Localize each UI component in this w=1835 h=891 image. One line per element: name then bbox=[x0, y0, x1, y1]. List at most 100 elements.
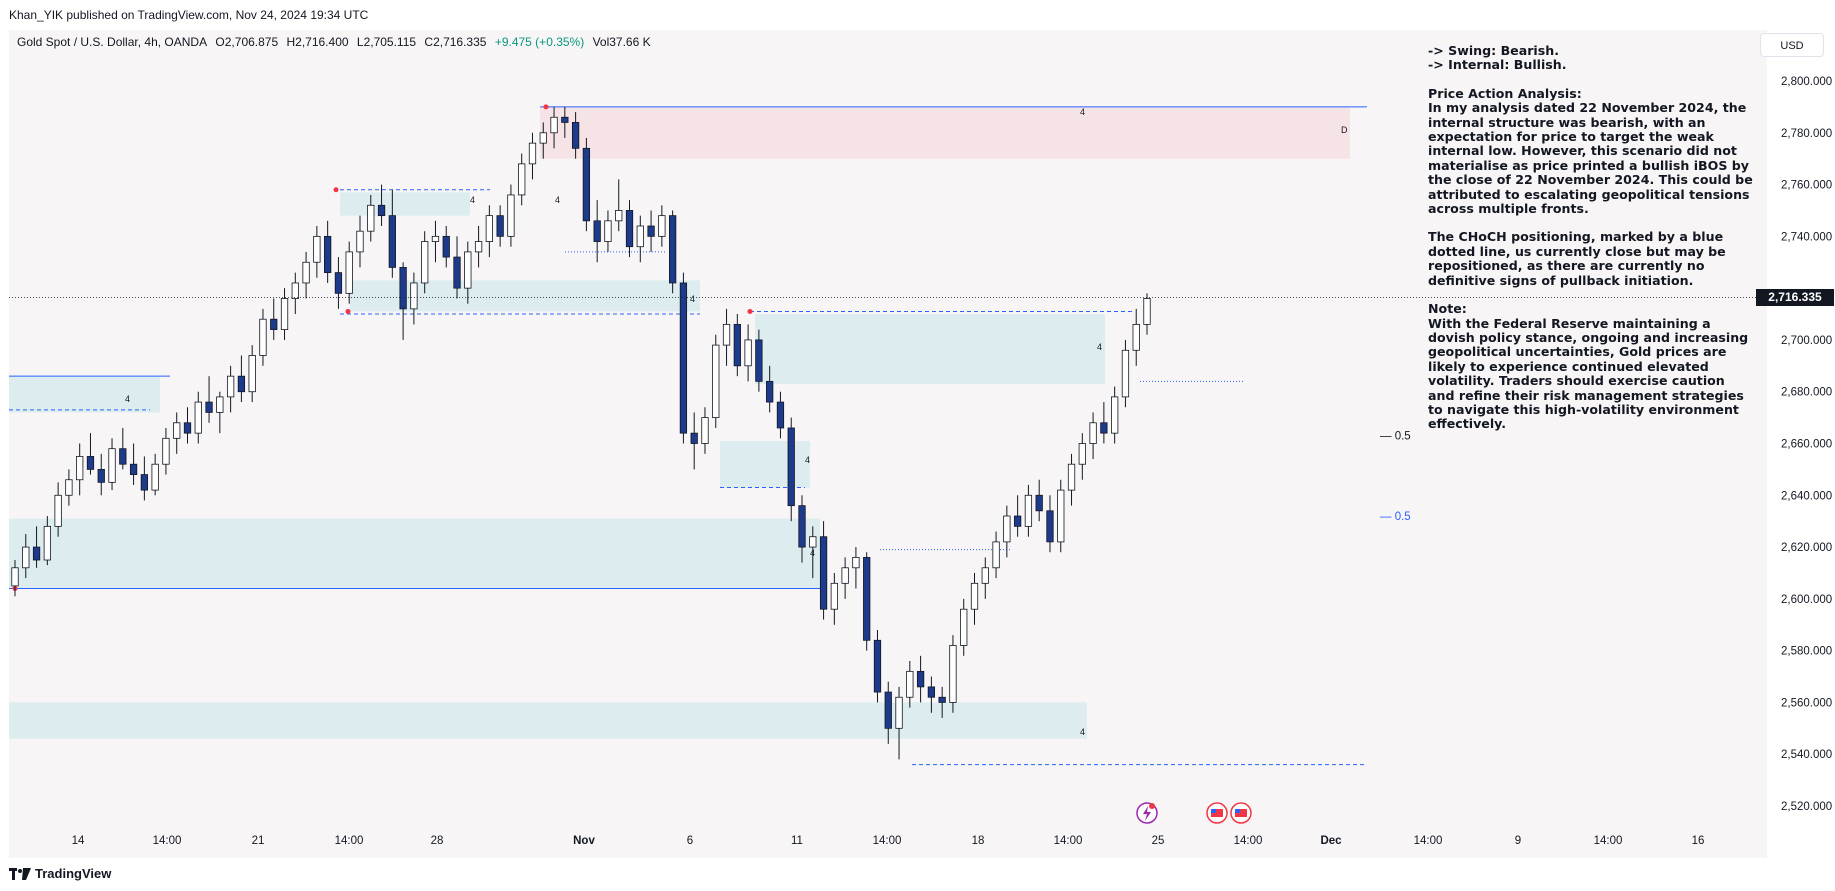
candle-body[interactable] bbox=[76, 456, 84, 481]
candle-body[interactable] bbox=[561, 116, 569, 123]
candle-body[interactable] bbox=[1057, 489, 1065, 543]
candle-body[interactable] bbox=[259, 318, 267, 356]
candle-body[interactable] bbox=[593, 220, 601, 242]
price-axis[interactable] bbox=[1767, 30, 1835, 858]
candle-body[interactable] bbox=[183, 422, 192, 434]
currency-button[interactable]: USD bbox=[1760, 33, 1824, 57]
candle-body[interactable] bbox=[776, 401, 785, 429]
candle-body[interactable] bbox=[809, 536, 817, 548]
candle-body[interactable] bbox=[399, 267, 407, 310]
candle-body[interactable] bbox=[1111, 396, 1119, 434]
candle-body[interactable] bbox=[129, 463, 138, 475]
candle-body[interactable] bbox=[1013, 515, 1022, 527]
candle-body[interactable] bbox=[367, 204, 375, 232]
candle-body[interactable] bbox=[1024, 494, 1033, 527]
candle-body[interactable] bbox=[11, 567, 19, 587]
candle-body[interactable] bbox=[841, 567, 849, 584]
candle-body[interactable] bbox=[410, 282, 418, 310]
candle-body[interactable] bbox=[216, 396, 224, 413]
candle-body[interactable] bbox=[1067, 463, 1076, 491]
candle-body[interactable] bbox=[345, 251, 353, 294]
candle-body[interactable] bbox=[65, 479, 73, 496]
candle-body[interactable] bbox=[442, 235, 450, 258]
candle-body[interactable] bbox=[1143, 298, 1151, 325]
candle-body[interactable] bbox=[830, 582, 838, 610]
candle-body[interactable] bbox=[1003, 515, 1011, 543]
candle-body[interactable] bbox=[302, 261, 310, 284]
candle-body[interactable] bbox=[496, 215, 504, 237]
candle-body[interactable] bbox=[431, 235, 440, 242]
candle-body[interactable] bbox=[863, 557, 871, 641]
candle-body[interactable] bbox=[324, 235, 332, 274]
candle-body[interactable] bbox=[884, 691, 892, 729]
candle-body[interactable] bbox=[1046, 510, 1054, 543]
candle-body[interactable] bbox=[356, 230, 364, 253]
candle-body[interactable] bbox=[1132, 323, 1140, 351]
candle-body[interactable] bbox=[194, 401, 202, 434]
candle-body[interactable] bbox=[464, 251, 472, 289]
candle-body[interactable] bbox=[647, 225, 655, 237]
tradingview-footer[interactable]: TradingView bbox=[9, 864, 111, 884]
candle-body[interactable] bbox=[755, 339, 763, 382]
candle-body[interactable] bbox=[582, 147, 591, 222]
candle-body[interactable] bbox=[226, 375, 235, 398]
candle-body[interactable] bbox=[485, 215, 493, 242]
candle-body[interactable] bbox=[712, 344, 720, 419]
candle-body[interactable] bbox=[938, 696, 946, 703]
candle-body[interactable] bbox=[507, 194, 515, 237]
candle-body[interactable] bbox=[162, 437, 170, 465]
candle-body[interactable] bbox=[43, 525, 51, 561]
candle-body[interactable] bbox=[992, 541, 1000, 569]
candle-body[interactable] bbox=[248, 355, 256, 393]
candle-body[interactable] bbox=[970, 582, 979, 610]
candle-body[interactable] bbox=[1100, 422, 1108, 434]
candle-body[interactable] bbox=[280, 298, 289, 330]
candle-body[interactable] bbox=[97, 468, 105, 483]
candle-body[interactable] bbox=[722, 323, 731, 346]
candle-body[interactable] bbox=[615, 210, 623, 222]
candle-body[interactable] bbox=[960, 608, 968, 646]
candle-body[interactable] bbox=[679, 282, 688, 434]
candle-body[interactable] bbox=[54, 494, 62, 527]
candle-body[interactable] bbox=[528, 142, 537, 165]
candle-body[interactable] bbox=[744, 339, 752, 367]
candle-body[interactable] bbox=[22, 546, 30, 569]
candle-body[interactable] bbox=[604, 220, 612, 242]
candle-body[interactable] bbox=[766, 380, 774, 403]
candle-body[interactable] bbox=[906, 670, 914, 698]
candle-body[interactable] bbox=[787, 427, 795, 507]
candle-body[interactable] bbox=[453, 256, 461, 289]
candle-body[interactable] bbox=[388, 215, 396, 268]
candle-body[interactable] bbox=[32, 546, 41, 561]
candle-body[interactable] bbox=[205, 401, 213, 413]
candle-body[interactable] bbox=[421, 241, 429, 284]
candle-body[interactable] bbox=[119, 448, 127, 465]
candle-body[interactable] bbox=[291, 282, 299, 299]
candle-body[interactable] bbox=[873, 639, 882, 693]
candle-body[interactable] bbox=[377, 204, 386, 217]
candle-body[interactable] bbox=[1035, 494, 1043, 512]
candle-body[interactable] bbox=[1121, 349, 1130, 398]
candle-body[interactable] bbox=[690, 432, 698, 444]
candle-body[interactable] bbox=[313, 235, 321, 263]
candle-body[interactable] bbox=[108, 448, 116, 483]
candle-body[interactable] bbox=[550, 116, 558, 134]
candle-body[interactable] bbox=[669, 215, 677, 284]
candle-body[interactable] bbox=[916, 670, 925, 688]
candle-body[interactable] bbox=[518, 163, 526, 196]
candle-body[interactable] bbox=[1089, 422, 1097, 444]
candle-body[interactable] bbox=[474, 241, 483, 253]
candle-body[interactable] bbox=[539, 132, 547, 144]
candle-body[interactable] bbox=[334, 272, 343, 294]
candle-body[interactable] bbox=[981, 567, 989, 584]
candle-body[interactable] bbox=[895, 696, 903, 729]
candle-body[interactable] bbox=[1078, 443, 1086, 465]
candle-body[interactable] bbox=[237, 375, 246, 393]
candle-body[interactable] bbox=[701, 417, 709, 444]
candle-body[interactable] bbox=[86, 456, 95, 470]
candle-body[interactable] bbox=[173, 422, 181, 439]
candle-body[interactable] bbox=[658, 215, 666, 237]
candle-body[interactable] bbox=[733, 323, 741, 367]
candle-body[interactable] bbox=[852, 557, 860, 569]
